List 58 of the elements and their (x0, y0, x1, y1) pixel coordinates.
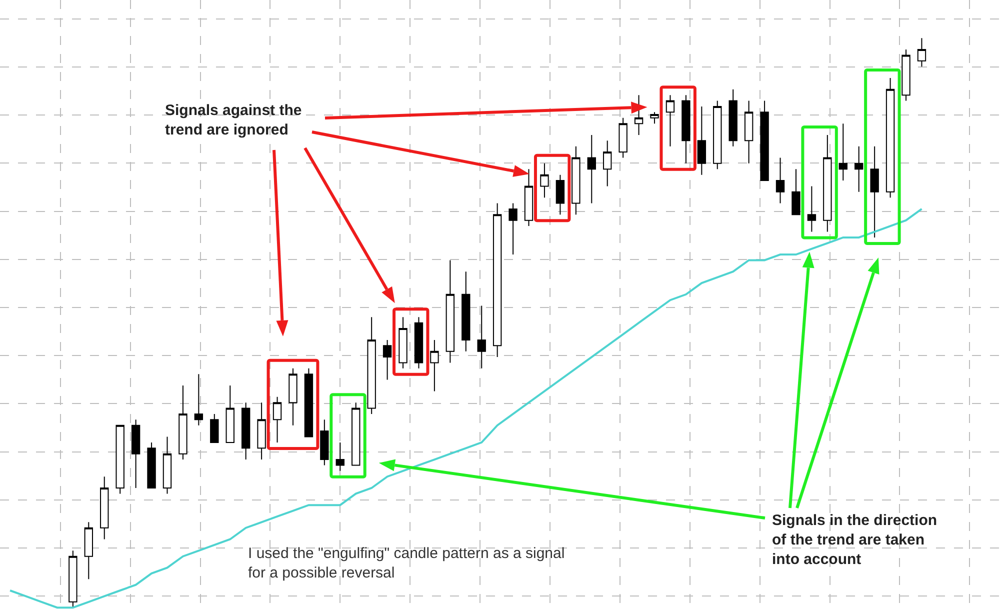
candlestick (446, 260, 455, 364)
candlestick (100, 476, 109, 540)
candlestick (807, 186, 816, 232)
candlestick (902, 49, 910, 102)
candlestick (917, 38, 926, 68)
candlestick (382, 339, 392, 380)
candlestick (666, 94, 675, 147)
candlestick (823, 134, 832, 232)
candlestick (414, 316, 424, 369)
annotation: Signals in the direction of the trend are taken into account (772, 512, 938, 568)
candlestick (398, 316, 408, 369)
candlestick (587, 134, 596, 204)
candlestick (492, 202, 502, 358)
candlestick (131, 419, 140, 488)
candlestick (116, 424, 124, 494)
candlestick (618, 117, 628, 158)
candlestick (870, 146, 879, 238)
candlestick (320, 419, 329, 466)
candlestick (162, 436, 172, 494)
candlestick (226, 385, 234, 443)
candlestick (556, 174, 565, 216)
candlestick (257, 402, 266, 460)
candlestick (194, 374, 204, 426)
candlestick (147, 442, 156, 488)
candlestick (682, 94, 690, 164)
candlestick (603, 140, 612, 187)
candlestick (241, 402, 250, 460)
candlestick (713, 100, 722, 170)
candlestick (854, 146, 864, 192)
candlestick (508, 202, 518, 256)
candlestick (886, 78, 895, 198)
candlestick (210, 413, 219, 443)
candlestick (540, 162, 549, 198)
annotation: Signals against the trend are ignored (165, 102, 302, 138)
candlestick (272, 396, 282, 443)
candlestick (524, 168, 534, 227)
candlestick (760, 100, 769, 182)
candlestick (178, 385, 188, 460)
candlestick (367, 316, 376, 414)
candlestick (430, 339, 439, 392)
candlestick (697, 106, 706, 176)
candlestick (572, 146, 580, 216)
candlestick (336, 442, 344, 472)
candlestick (744, 100, 754, 164)
candlestick (728, 88, 738, 147)
candlestick (477, 305, 486, 369)
candlestick (84, 522, 93, 580)
candlestick (838, 123, 848, 182)
annotation: I used the "engulfing" candle pattern as a signal for a possible reversal (248, 545, 565, 582)
candlestick (462, 271, 470, 352)
candlestick (634, 94, 644, 136)
candlestick (776, 157, 785, 204)
candlestick (650, 112, 659, 124)
candlestick (68, 550, 78, 608)
candlestick (304, 368, 314, 438)
candlestick (792, 168, 800, 216)
candlestick (352, 402, 360, 466)
candlestick (288, 368, 298, 426)
